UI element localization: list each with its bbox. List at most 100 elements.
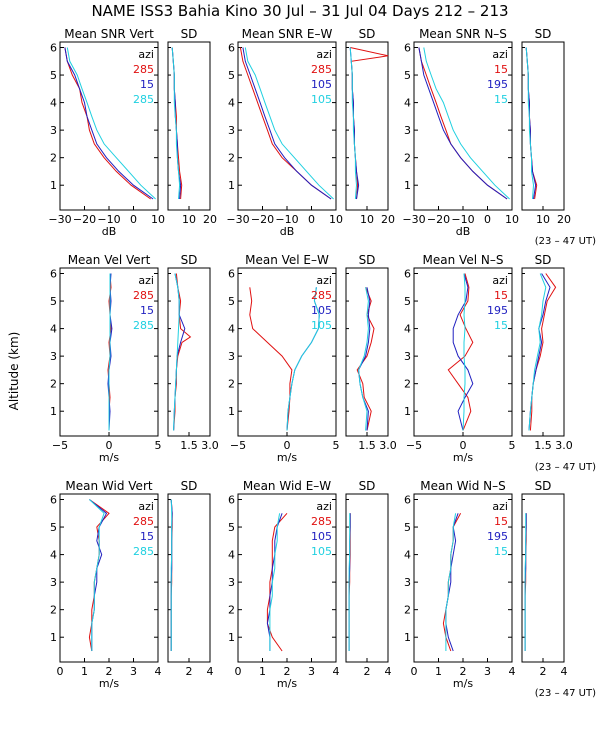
x-tick-label: 2 — [364, 665, 371, 678]
series-line-s1 — [447, 273, 474, 431]
x-axis-label: m/s — [453, 451, 473, 464]
y-tick-label: 4 — [50, 549, 57, 562]
y-tick-label: 3 — [228, 576, 235, 589]
panel-title: Mean Vel N–S — [423, 253, 504, 267]
x-tick-label: 0 — [411, 665, 418, 678]
x-tick-label: 1 — [81, 665, 88, 678]
x-tick-label: −30 — [48, 213, 71, 226]
y-tick-label: 3 — [50, 576, 57, 589]
x-tick-label: 10 — [182, 213, 196, 226]
legend-entry-s1: 15 — [494, 63, 508, 76]
legend-entry-s1: 285 — [133, 289, 154, 302]
panel-title: Mean SNR N–S — [419, 27, 507, 41]
y-tick-label: 1 — [50, 405, 57, 418]
panel-1-0: Mean Vel Vert 1 2 3 4 5 6 −5 0 5 m/s azi 285 15 285 — [50, 253, 162, 464]
y-tick-label: 1 — [404, 405, 411, 418]
series-line-s3 — [244, 47, 334, 200]
y-tick-label: 5 — [404, 69, 411, 82]
y-tick-label: 3 — [50, 124, 57, 137]
x-tick-label: 4 — [207, 665, 214, 678]
panel-2-2: Mean Wid E–W 1 2 3 4 5 6 0 1 2 3 4 m/s azi 285 105 105 — [228, 479, 340, 690]
x-tick-label: −20 — [73, 213, 96, 226]
legend-entry-s3: 15 — [494, 545, 508, 558]
series-line-s3 — [348, 513, 351, 651]
x-tick-label: 0 — [130, 213, 137, 226]
panel-frame — [521, 493, 565, 663]
y-tick-label: 1 — [228, 405, 235, 418]
y-tick-label: 6 — [228, 42, 235, 55]
panel-1-1: SD 1.5 3.0 — [167, 253, 219, 452]
series-line-s3 — [358, 287, 369, 431]
legend-entry-s3: 105 — [311, 319, 332, 332]
x-tick-label: 3.0 — [379, 439, 397, 452]
legend-entry-s1: 15 — [494, 515, 508, 528]
x-tick-label: 0 — [235, 665, 242, 678]
figure-title: NAME ISS3 Bahia Kino 30 Jul – 31 Jul 04 … — [91, 2, 508, 20]
y-tick-label: 6 — [50, 268, 57, 281]
panel-title: SD — [535, 479, 552, 493]
y-tick-label: 6 — [50, 494, 57, 507]
legend-entry-s1: 285 — [311, 515, 332, 528]
panel-2-1: SD 2 4 — [167, 479, 214, 678]
x-tick-label: 0 — [106, 439, 113, 452]
legend-entry-s3: 105 — [311, 545, 332, 558]
legend-azi-label: azi — [492, 48, 508, 61]
panel-frame — [345, 41, 389, 211]
panel-2-5: SD 2 4 — [521, 479, 568, 678]
x-tick-label: 20 — [381, 213, 395, 226]
x-tick-label: −10 — [97, 213, 120, 226]
y-tick-label: 4 — [404, 323, 411, 336]
panel-title: SD — [535, 27, 552, 41]
x-axis-label: m/s — [277, 677, 297, 690]
x-tick-label: 10 — [151, 213, 165, 226]
legend-azi-label: azi — [316, 500, 332, 513]
y-tick-label: 6 — [404, 42, 411, 55]
series-line-s3 — [89, 499, 105, 651]
y-tick-label: 4 — [228, 323, 235, 336]
panel-frame — [167, 493, 211, 663]
y-tick-label: 2 — [228, 378, 235, 391]
y-tick-label: 5 — [50, 521, 57, 534]
y-tick-label: 3 — [50, 350, 57, 363]
ut-note: (23 – 47 UT) — [535, 688, 596, 699]
series-line-s1 — [529, 273, 557, 431]
legend-entry-s2: 195 — [487, 304, 508, 317]
x-tick-label: −20 — [427, 213, 450, 226]
x-tick-label: −30 — [402, 213, 425, 226]
x-tick-label: 10 — [536, 213, 550, 226]
panel-0-4: Mean SNR N–S 1 2 3 4 5 6 −30 −20 −10 0 10 dB azi 15 195… — [402, 27, 519, 238]
y-tick-label: 1 — [404, 631, 411, 644]
legend-entry-s3: 285 — [133, 93, 154, 106]
y-tick-label: 3 — [404, 124, 411, 137]
legend-entry-s2: 195 — [487, 530, 508, 543]
panel-frame — [521, 267, 565, 437]
x-tick-label: 5 — [155, 439, 162, 452]
legend-entry-s2: 105 — [311, 78, 332, 91]
series-line-s1 — [64, 47, 151, 200]
panel-0-5: SD 10 20 — [521, 27, 571, 226]
legend-azi-label: azi — [492, 274, 508, 287]
panel-1-5: SD 1.5 3.0 — [521, 253, 573, 452]
y-tick-label: 6 — [404, 268, 411, 281]
panel-title: SD — [359, 253, 376, 267]
legend-entry-s1: 285 — [311, 289, 332, 302]
y-tick-label: 2 — [404, 604, 411, 617]
panel-0-2: Mean SNR E–W 1 2 3 4 5 6 −30 −20 −10 0 10 dB azi 285 10… — [226, 27, 343, 238]
panel-title: SD — [359, 27, 376, 41]
y-tick-label: 5 — [228, 521, 235, 534]
x-tick-label: 1.5 — [534, 439, 552, 452]
y-tick-label: 2 — [228, 152, 235, 165]
y-tick-label: 4 — [228, 549, 235, 562]
x-tick-label: −5 — [406, 439, 422, 452]
panel-title: Mean SNR Vert — [64, 27, 154, 41]
series-line-s3 — [269, 513, 281, 651]
legend-entry-s2: 15 — [140, 530, 154, 543]
x-tick-label: 2 — [284, 665, 291, 678]
series-line-s2 — [445, 513, 459, 652]
legend-azi-label: azi — [316, 274, 332, 287]
x-axis-label: dB — [280, 225, 295, 238]
legend-entry-s3: 15 — [494, 93, 508, 106]
panel-title: Mean Wid Vert — [65, 479, 152, 493]
legend-entry-s2: 105 — [311, 530, 332, 543]
y-tick-label: 4 — [404, 549, 411, 562]
